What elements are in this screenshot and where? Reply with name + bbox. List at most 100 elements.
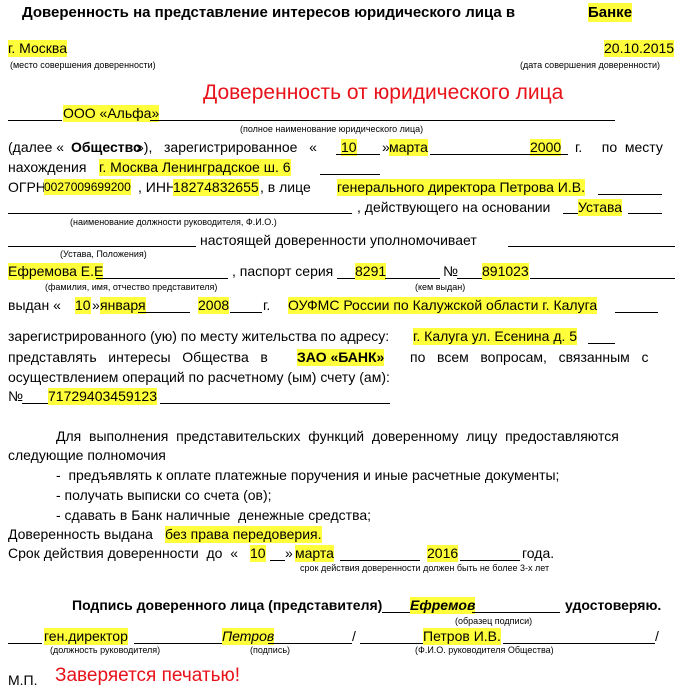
position: ген.директор (44, 628, 128, 645)
ogrn-label: ОГРН (8, 179, 46, 195)
number-label: № (443, 263, 459, 279)
basis: Устава (578, 199, 623, 216)
0: - предъявлять к оплате платежные поручен… (56, 467, 560, 483)
blank-line (382, 612, 410, 613)
blank-line (150, 120, 615, 121)
text-2: »), зарегистрированное « (136, 139, 317, 155)
blank-line (8, 246, 196, 247)
issuer-caption: (кем выдан) (415, 282, 466, 292)
name-caption: (полное наименование юридического лица) (240, 124, 424, 134)
intro-2: следующие полномочия (8, 447, 166, 463)
head-caption: (наименование должности руководителя, Ф.… (70, 217, 277, 227)
blank-line (530, 278, 675, 279)
reg-year: 2000 (530, 139, 562, 156)
city: г. Москва (8, 40, 67, 57)
agent-sign: Ефремов (410, 597, 476, 614)
address: г. Москва Ленинградское ш. 6 (99, 159, 291, 176)
text-4: г. по месту (575, 139, 663, 155)
blank-line (8, 643, 42, 644)
inn-label: , ИНН (138, 179, 177, 195)
heading: Доверенность от юридического лица (203, 81, 564, 104)
1: - получать выписки со счета (ов); (56, 487, 272, 503)
head-sign: Петров (222, 628, 275, 645)
issued-year: 2008 (198, 297, 230, 314)
city-caption: (место совершения доверенности) (10, 60, 156, 70)
issuer: ОУФМС России по Калужской области г. Кал… (288, 297, 598, 314)
text-1: (далее « (8, 139, 65, 155)
text-3: осуществлением операций по расчетному (ы… (8, 369, 390, 385)
term-year: 2016 (427, 545, 459, 562)
year-label: г. (263, 297, 271, 313)
blank-line (360, 643, 423, 644)
blank-line (563, 213, 578, 214)
text-2: по всем вопросам, связанным с (410, 349, 649, 365)
blank-line (268, 643, 352, 644)
term-month: марта (295, 545, 334, 562)
sign-caption: (подпись) (250, 645, 291, 655)
issued-month: января (100, 297, 146, 314)
agent-label: Подпись доверенного лица (представителя) (72, 597, 383, 613)
issued-text: » (92, 297, 100, 313)
term-text: » (285, 545, 293, 561)
blank-line (615, 312, 658, 313)
blank-line (457, 278, 482, 279)
blank-line (138, 312, 190, 313)
account: 71729403459123 (48, 388, 158, 405)
text-1: представлять интересы Общества в (8, 349, 268, 365)
blank-line (340, 560, 420, 561)
address-label: зарегистрированного (ую) по месту житель… (8, 328, 390, 344)
blank-line (588, 343, 615, 344)
name: ООО «Альфа» (63, 105, 160, 122)
intro: Для выполнения представительских функций… (56, 428, 619, 444)
short-name: Общество (71, 139, 142, 155)
slash-2: / (655, 628, 659, 644)
date-caption: (дата совершения доверенности) (520, 60, 661, 70)
stamp: М.П. (8, 672, 38, 688)
blank-line (160, 403, 390, 404)
blank-line (508, 246, 675, 247)
text-6: , в лице (260, 179, 311, 195)
transfer: без права передоверия. (165, 526, 322, 543)
blank-line (337, 278, 355, 279)
account-label: № (8, 388, 24, 404)
position-caption: (должность руководителя) (50, 645, 161, 655)
text-5: нахождения (8, 159, 87, 175)
reg-day: 10 (341, 139, 357, 156)
ogrn: 0027009699200 (44, 179, 131, 195)
inn: 18274832655 (173, 179, 259, 196)
number: 891023 (482, 263, 529, 280)
term-label: Срок действия доверенности до « (8, 545, 238, 561)
name: Ефремова Е.Е (8, 263, 104, 280)
blank-line (460, 560, 520, 561)
bank: Банке (588, 3, 633, 22)
sample-caption: (образец подписи) (455, 616, 533, 626)
issued-label: выдан « (8, 297, 61, 313)
blank-line (628, 213, 662, 214)
series: 8291 (355, 263, 387, 280)
certify: удостоверяю. (565, 597, 662, 613)
text-8: настоящей доверенности уполномочивает (200, 232, 477, 248)
2: - сдавать в Банк наличные денежные средс… (56, 507, 372, 523)
term-day: 10 (250, 545, 266, 562)
basis-caption: (Устава, Положения) (60, 249, 147, 259)
issued-day: 10 (75, 297, 91, 314)
issued-label: Доверенность выдана (8, 526, 153, 542)
head: генерального директора Петрова И.В. (337, 179, 585, 196)
blank-line (8, 120, 62, 121)
name-caption: (фамилия, имя, отчество представителя) (45, 282, 218, 292)
stamp-note: Заверяется печатью! (55, 665, 241, 686)
year-label: года. (522, 545, 555, 561)
slash-1: / (352, 628, 356, 644)
blank-line (385, 278, 440, 279)
address: г. Калуга ул. Есенина д. 5 (413, 328, 578, 345)
text-7: , действующего на основании (357, 199, 551, 215)
blank-line (22, 403, 48, 404)
head-name: Петров И.В. (423, 628, 501, 645)
name-caption: (Ф.И.О. руководителя Общества) (415, 645, 554, 655)
title: Доверенность на представление интересов … (22, 4, 516, 21)
blank-line (472, 612, 560, 613)
passport-label: , паспорт серия (232, 263, 334, 279)
bank: ЗАО «БАНК» (297, 349, 385, 366)
blank-line (430, 154, 520, 155)
